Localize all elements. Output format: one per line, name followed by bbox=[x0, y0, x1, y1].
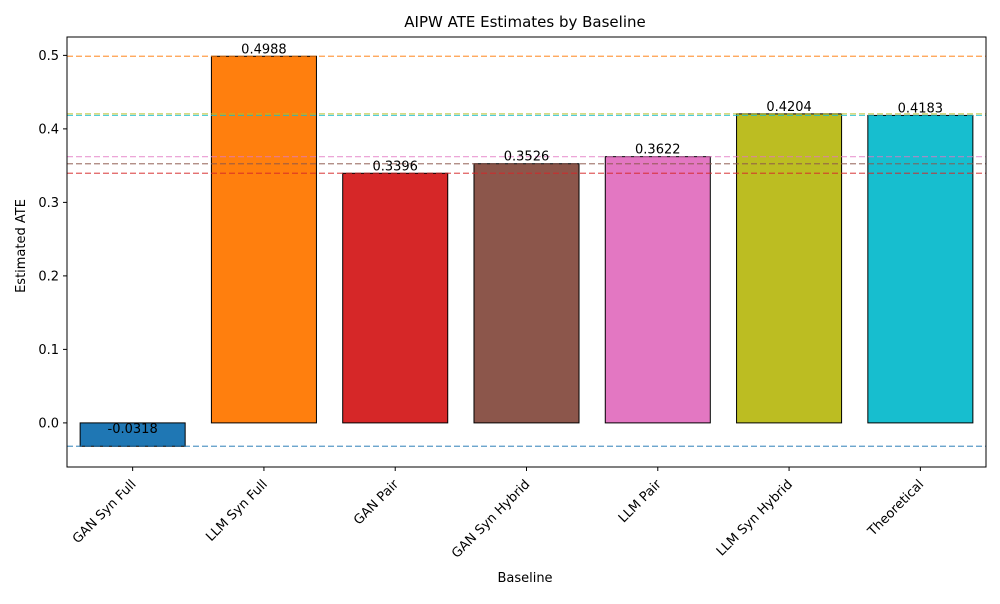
x-tick-label: LLM Pair bbox=[616, 477, 665, 526]
bar-llm-syn-hybrid bbox=[736, 113, 843, 424]
data-label: 0.4988 bbox=[241, 42, 287, 57]
data-label: -0.0318 bbox=[108, 422, 158, 437]
y-tick-label: 0.2 bbox=[38, 269, 59, 284]
data-label: 0.4183 bbox=[898, 101, 944, 116]
bar-llm-pair bbox=[604, 156, 711, 424]
x-axis-label: Baseline bbox=[497, 571, 552, 586]
x-tick-label: LLM Syn Hybrid bbox=[714, 477, 796, 559]
data-label: 0.3526 bbox=[504, 150, 550, 165]
data-label: 0.3622 bbox=[635, 143, 681, 158]
x-tick-label: GAN Syn Hybrid bbox=[449, 477, 533, 561]
plot-area: -0.0318 0.4988 0.3396 0.3526 0.3622 0.4204 0.4… bbox=[38, 36, 987, 561]
x-tick-label: GAN Syn Full bbox=[70, 477, 140, 547]
x-tick-label: LLM Syn Full bbox=[203, 477, 270, 544]
y-tick-label: 0.0 bbox=[38, 416, 59, 431]
bar-gan-pair bbox=[342, 172, 449, 424]
x-tick-label: Theoretical bbox=[865, 477, 928, 540]
chart-title: AIPW ATE Estimates by Baseline bbox=[404, 13, 645, 31]
y-tick-label: 0.3 bbox=[38, 196, 59, 211]
y-axis-label: Estimated ATE bbox=[14, 199, 29, 293]
data-label: 0.4204 bbox=[766, 100, 812, 115]
data-label: 0.3396 bbox=[372, 159, 418, 174]
x-tick-label: GAN Pair bbox=[351, 477, 402, 528]
y-tick-label: 0.4 bbox=[38, 122, 59, 137]
y-tick-label: 0.1 bbox=[38, 343, 59, 358]
bar-llm-syn-full bbox=[210, 55, 317, 424]
bar-gan-syn-hybrid bbox=[473, 163, 580, 424]
y-tick-label: 0.5 bbox=[38, 49, 59, 64]
bar-theoretical bbox=[867, 114, 974, 424]
